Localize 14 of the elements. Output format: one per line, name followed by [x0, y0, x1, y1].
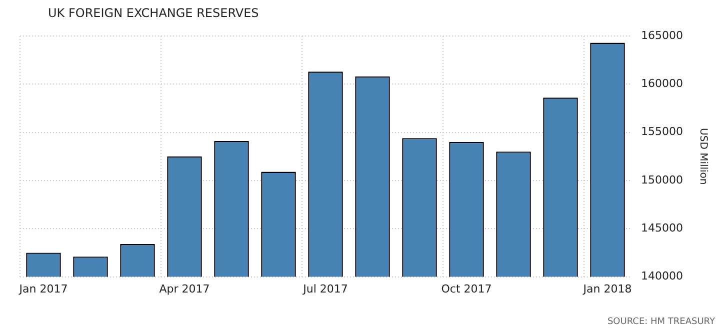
y-tick-label: 140000	[641, 270, 684, 283]
y-axis-title: USD Million	[697, 128, 708, 185]
y-tick-label: 160000	[641, 77, 684, 90]
x-tick-label: Oct 2017	[441, 282, 492, 296]
x-tick-label: Jan 2017	[18, 282, 68, 296]
y-tick-label: 165000	[641, 28, 684, 42]
y-tick-label: 155000	[641, 125, 684, 138]
chart-title: UK FOREIGN EXCHANGE RESERVES	[48, 6, 259, 20]
source-note: SOURCE: HM TREASURY	[607, 317, 715, 327]
y-tick-label: 150000	[641, 173, 684, 186]
x-tick-label: Jul 2017	[302, 282, 348, 296]
x-tick-label: Apr 2017	[159, 282, 210, 296]
y-tick-label: 145000	[641, 222, 684, 234]
x-tick-label: Jan 2018	[582, 282, 632, 296]
